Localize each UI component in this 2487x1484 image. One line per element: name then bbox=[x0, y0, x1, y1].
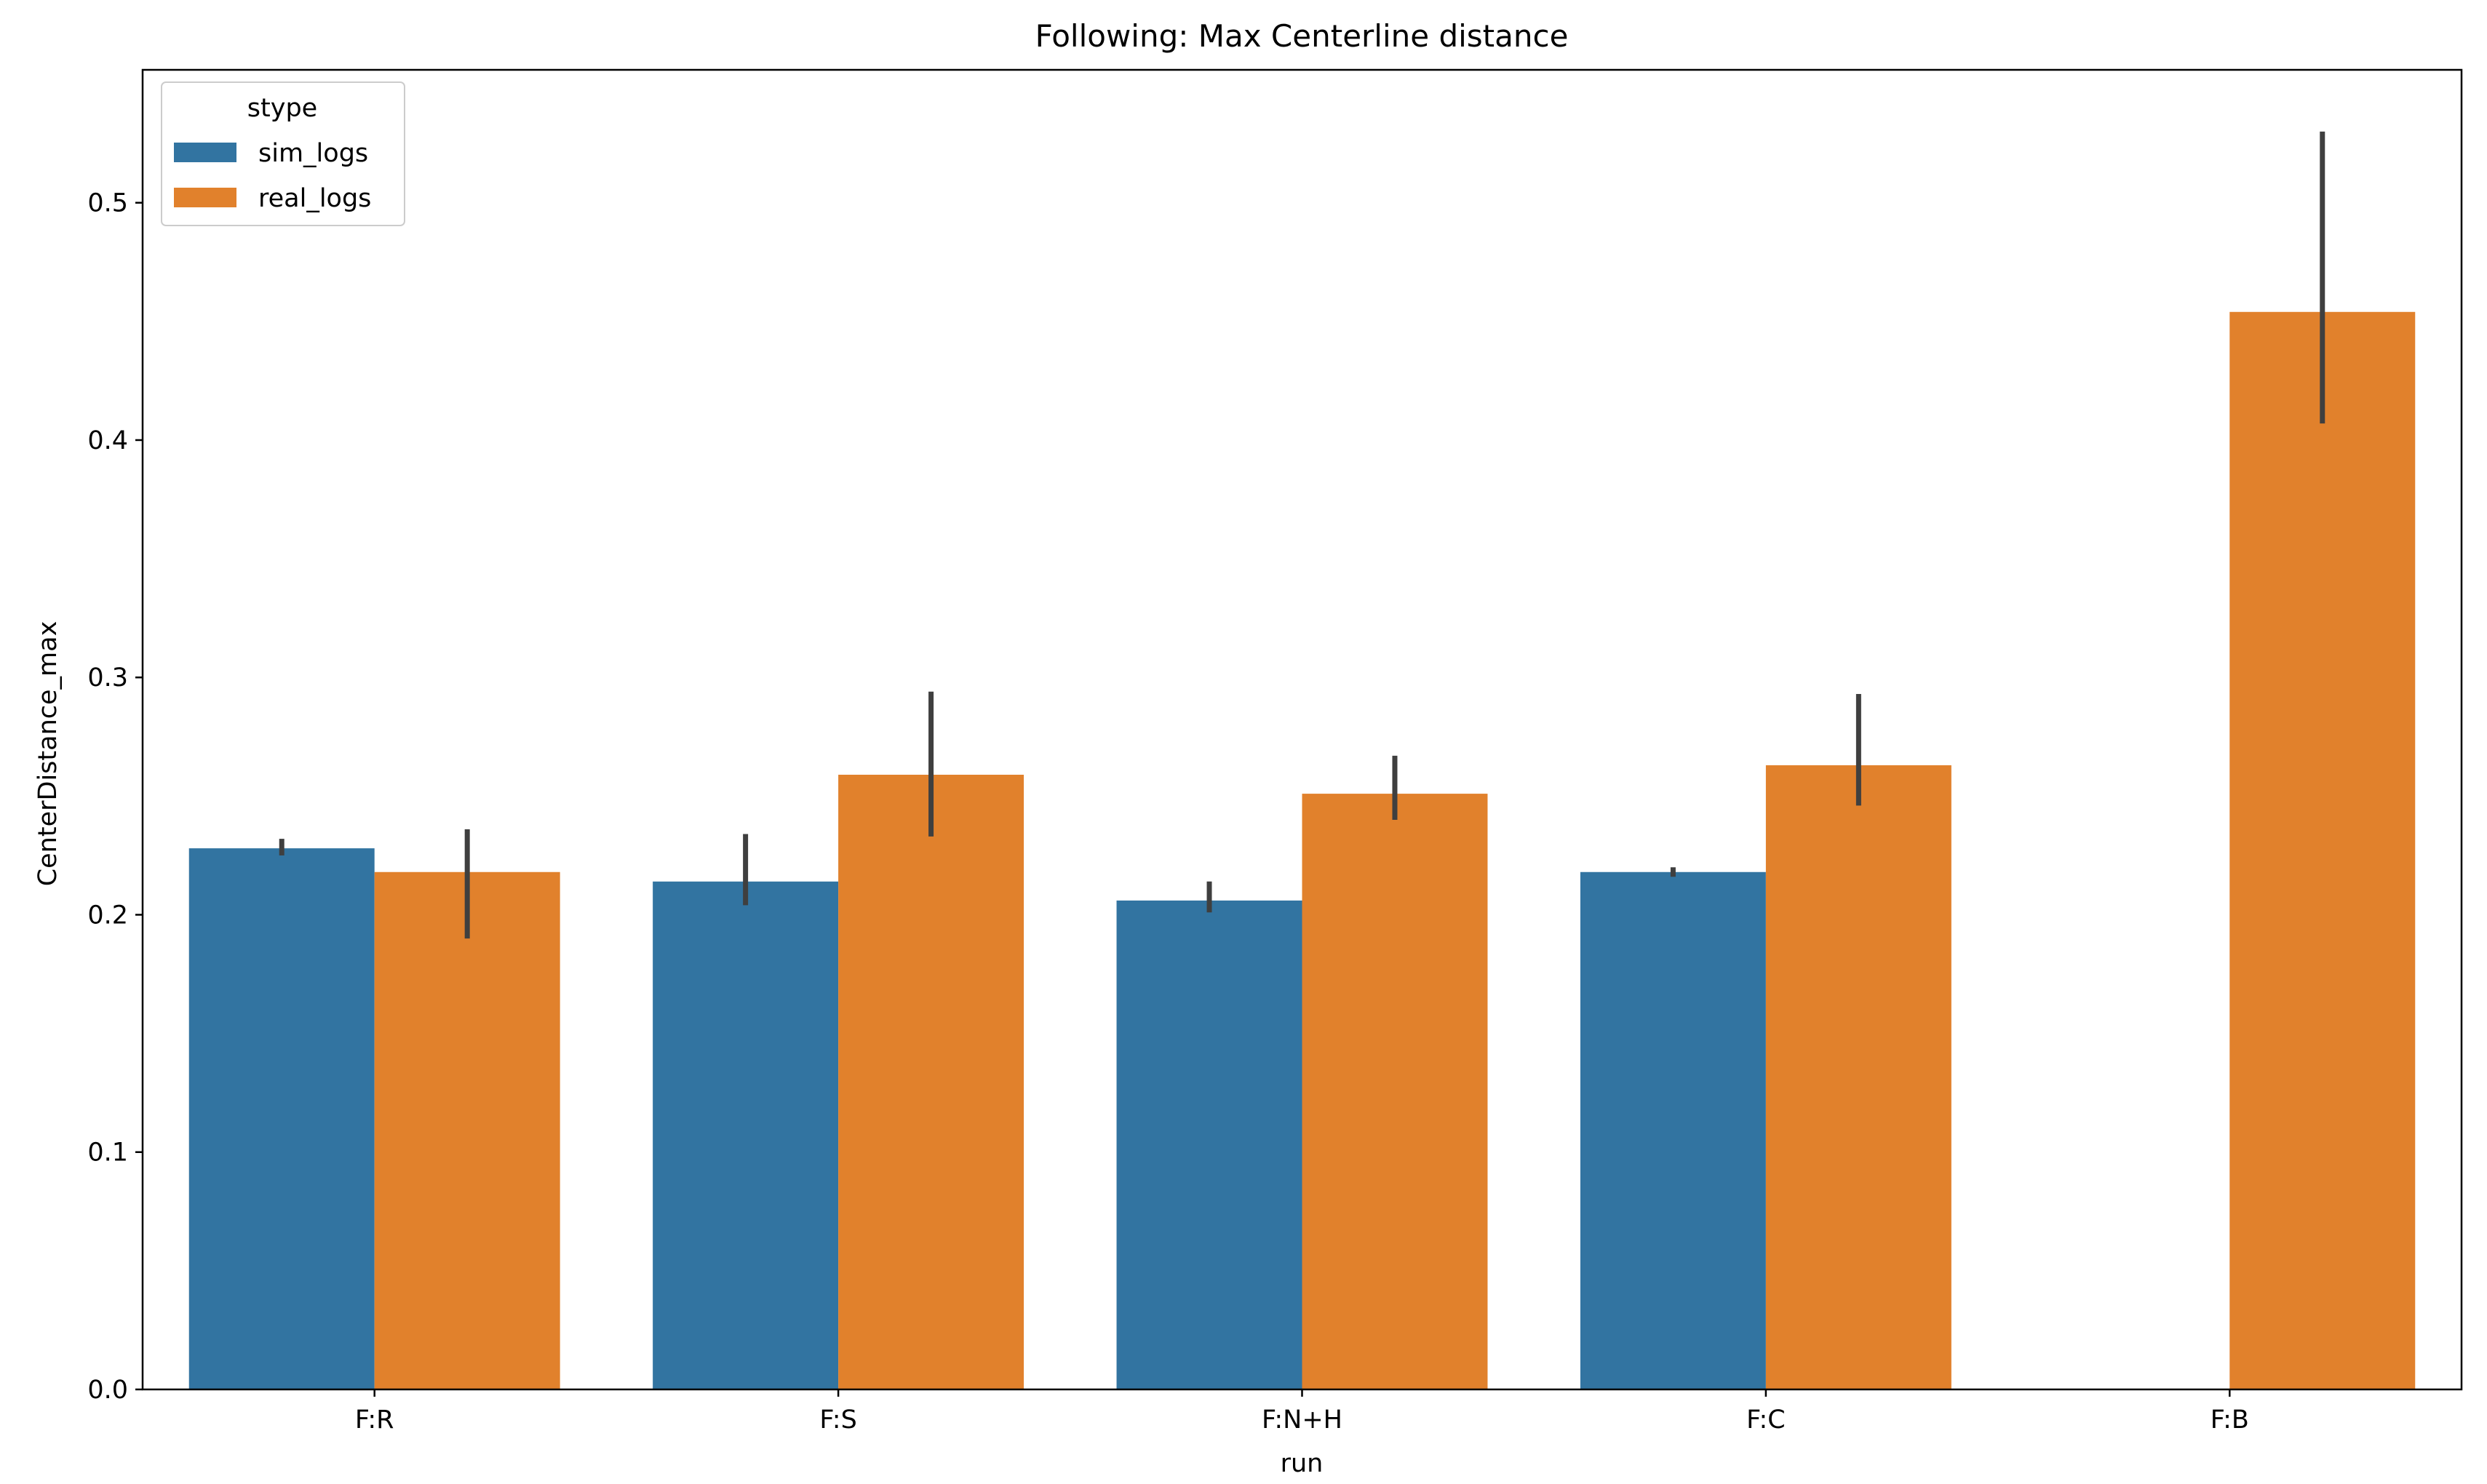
bar-real-logs-3 bbox=[1302, 794, 1488, 1389]
bar-real-logs-1 bbox=[374, 871, 560, 1389]
y-tick-label: 0.1 bbox=[87, 1138, 128, 1168]
legend-label-sim-logs: sim_logs bbox=[258, 139, 368, 168]
y-tick-label: 0.2 bbox=[87, 901, 128, 930]
bar-real-logs-5 bbox=[2229, 311, 2416, 1389]
y-axis: 0.0 0.1 0.2 0.3 0.4 0.5 bbox=[87, 189, 143, 1405]
legend-swatch-real-logs bbox=[174, 188, 236, 207]
bar-real-logs-4 bbox=[1765, 765, 1951, 1389]
y-tick-label: 0.3 bbox=[87, 663, 128, 693]
bars-layer bbox=[188, 311, 2416, 1389]
chart-title: Following: Max Centerline distance bbox=[1035, 18, 1569, 54]
y-tick-label: 0.4 bbox=[87, 426, 128, 455]
x-axis-label: run bbox=[1281, 1449, 1324, 1478]
x-tick-label: F:B bbox=[2211, 1405, 2249, 1435]
legend-title: stype bbox=[247, 94, 317, 123]
bar-sim-logs-1 bbox=[188, 848, 375, 1389]
y-axis-label: CenterDistance_max bbox=[33, 621, 63, 887]
x-axis: F:R F:S F:N+H F:C F:B bbox=[355, 1389, 2249, 1435]
x-tick-label: F:C bbox=[1746, 1405, 1786, 1435]
x-tick-label: F:N+H bbox=[1262, 1405, 1342, 1435]
bar-real-logs-2 bbox=[838, 774, 1024, 1389]
bar-sim-logs-3 bbox=[1116, 900, 1302, 1389]
bar-sim-logs-4 bbox=[1580, 871, 1766, 1389]
x-tick-label: F:R bbox=[355, 1405, 394, 1435]
x-tick-label: F:S bbox=[819, 1405, 856, 1435]
legend-label-real-logs: real_logs bbox=[258, 184, 371, 213]
legend-swatch-sim-logs bbox=[174, 143, 236, 162]
y-tick-label: 0.5 bbox=[87, 189, 128, 218]
legend: stype sim_logs real_logs bbox=[161, 81, 405, 226]
y-tick-label: 0.0 bbox=[87, 1376, 128, 1405]
errorbars-layer bbox=[279, 131, 2325, 939]
bar-sim-logs-2 bbox=[653, 881, 839, 1389]
